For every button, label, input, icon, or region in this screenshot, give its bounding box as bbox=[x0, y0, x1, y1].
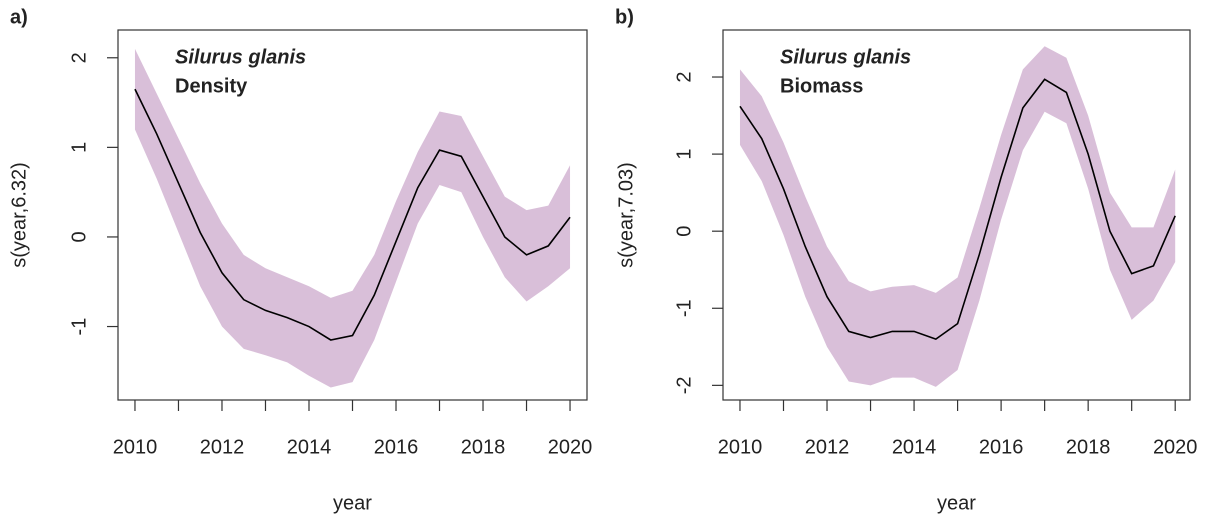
x-tick-label: 2010 bbox=[113, 436, 158, 458]
x-tick-label: 2020 bbox=[548, 436, 593, 458]
smooth-line bbox=[739, 78, 1176, 340]
y-tick-label: -2 bbox=[673, 376, 695, 394]
x-tick-label: 2014 bbox=[287, 436, 332, 458]
y-axis-label: s(year,6.32) bbox=[8, 162, 30, 268]
x-tick-label: 2018 bbox=[1066, 436, 1111, 458]
y-tick-label: 0 bbox=[68, 231, 90, 242]
panel-label: b) bbox=[615, 6, 634, 28]
y-tick-label: -1 bbox=[673, 299, 695, 317]
x-axis-label: year bbox=[333, 492, 372, 514]
y-tick-label: 2 bbox=[68, 52, 90, 63]
y-tick-label: 2 bbox=[673, 71, 695, 82]
x-axis-label: year bbox=[937, 492, 976, 514]
y-tick-label: 1 bbox=[68, 142, 90, 153]
x-tick-label: 2016 bbox=[979, 436, 1024, 458]
x-tick-label: 2020 bbox=[1153, 436, 1198, 458]
x-tick-label: 2014 bbox=[892, 436, 937, 458]
response-title: Density bbox=[175, 75, 248, 97]
smooth-line bbox=[134, 88, 571, 341]
confidence-band bbox=[134, 48, 571, 388]
species-title: Silurus glanis bbox=[780, 46, 911, 68]
x-tick-label: 2018 bbox=[461, 436, 506, 458]
plot-box bbox=[722, 29, 1191, 401]
x-tick-label: 2012 bbox=[805, 436, 850, 458]
y-axis-label: s(year,7.03) bbox=[615, 162, 637, 268]
species-title: Silurus glanis bbox=[175, 46, 306, 68]
response-title: Biomass bbox=[780, 75, 863, 97]
panel-label: a) bbox=[10, 6, 28, 28]
x-tick-label: 2016 bbox=[374, 436, 419, 458]
x-tick-label: 2010 bbox=[718, 436, 763, 458]
y-tick-label: 1 bbox=[673, 149, 695, 160]
confidence-band bbox=[739, 46, 1176, 387]
y-tick-label: -1 bbox=[68, 318, 90, 336]
y-tick-label: 0 bbox=[673, 226, 695, 237]
x-tick-label: 2012 bbox=[200, 436, 245, 458]
